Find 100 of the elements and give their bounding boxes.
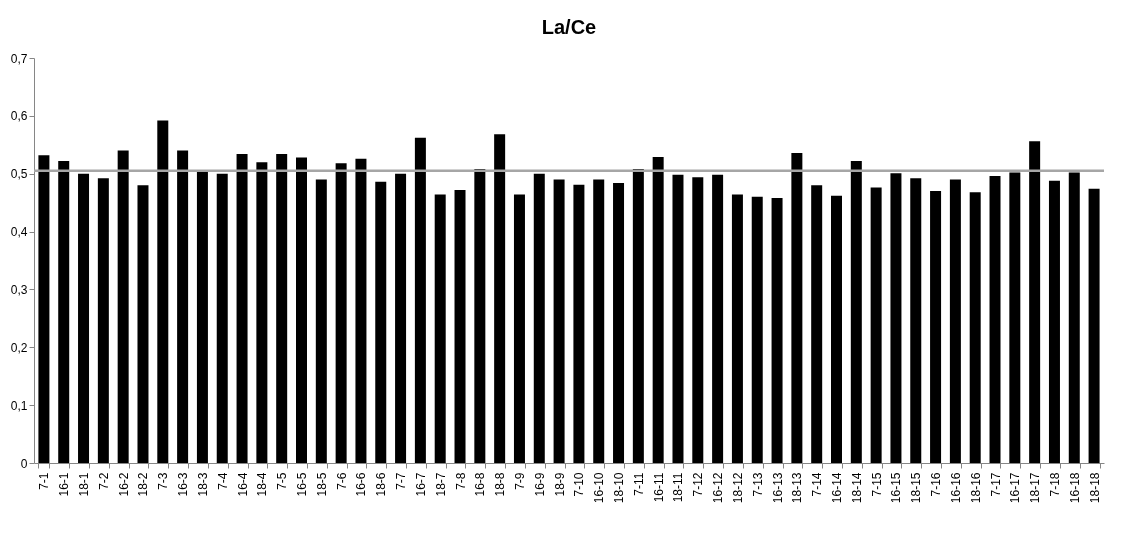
bar (890, 173, 902, 463)
x-tick-label: 18-13 (790, 472, 805, 504)
bar (513, 194, 525, 463)
bar (157, 120, 169, 463)
bar (454, 189, 466, 463)
bar (414, 137, 426, 463)
y-tick-label: 0,3 (10, 282, 28, 297)
bar (910, 178, 922, 463)
bar (395, 173, 407, 463)
x-tick-label: 18-16 (968, 472, 983, 504)
bar (613, 182, 625, 463)
bar (1029, 141, 1041, 463)
x-tick-label: 18-7 (433, 472, 448, 497)
x-tick-label: 7-13 (750, 472, 765, 497)
x-tick-label: 16-11 (651, 472, 666, 503)
bar (196, 170, 208, 463)
x-tick-label: 16-6 (354, 472, 369, 497)
x-tick-label: 16-2 (116, 472, 131, 497)
x-tick-label: 16-3 (176, 472, 191, 497)
x-tick-label: 18-12 (730, 472, 745, 504)
bar (751, 196, 763, 463)
bar (494, 134, 506, 463)
y-tick-label: 0 (20, 456, 28, 471)
x-tick-label: 18-5 (314, 472, 329, 497)
x-tick-label: 18-8 (493, 472, 508, 497)
bar (38, 155, 50, 463)
bar (850, 160, 862, 463)
x-tick-label: 18-15 (909, 472, 924, 504)
x-tick-label: 16-8 (473, 472, 488, 497)
bar (97, 178, 109, 463)
bar (315, 179, 327, 463)
bar (632, 169, 644, 463)
bar (474, 169, 486, 463)
bar (949, 179, 961, 463)
x-tick-label: 16-10 (592, 472, 607, 504)
bar (553, 179, 565, 463)
x-tick-label: 18-14 (849, 472, 864, 504)
bar (969, 192, 981, 463)
x-tick-label: 16-1 (57, 472, 72, 497)
bar (58, 160, 70, 463)
bar (692, 177, 704, 463)
x-tick-label: 16-18 (1067, 472, 1082, 504)
x-tick-label: 16-14 (830, 472, 844, 504)
bar (593, 179, 605, 463)
x-tick-label: 7-11 (631, 472, 646, 496)
bar (1048, 180, 1060, 463)
y-tick-label: 0,6 (10, 109, 28, 124)
bar (811, 185, 823, 463)
x-tick-label: 7-15 (869, 472, 884, 497)
x-tick-label: 18-10 (612, 472, 627, 504)
y-tick-label: 0,4 (10, 225, 28, 240)
x-tick-label: 18-18 (1087, 472, 1102, 504)
bar (652, 156, 664, 463)
y-tick-label: 0,2 (10, 340, 28, 355)
bar (117, 150, 129, 463)
chart-title: La/Ce (541, 16, 597, 38)
x-tick-label: 16-16 (948, 472, 963, 504)
x-tick-label: 18-3 (195, 472, 210, 497)
x-tick-label: 7-6 (334, 472, 349, 490)
bar (573, 184, 585, 463)
bar (771, 198, 783, 463)
x-tick-label: 18-4 (255, 472, 270, 497)
bar (256, 162, 268, 463)
bar (731, 194, 743, 463)
x-tick-label: 7-8 (453, 472, 468, 490)
bar (533, 173, 545, 463)
bar (791, 152, 803, 463)
x-tick-label: 7-14 (810, 472, 825, 497)
bar (870, 187, 882, 463)
bar (1068, 172, 1080, 463)
x-tick-label: 7-5 (275, 472, 290, 490)
x-tick-label: 16-17 (1008, 472, 1023, 504)
x-tick-label: 16-9 (532, 472, 547, 497)
bar (1009, 172, 1021, 463)
bar (276, 154, 288, 463)
bar (672, 174, 684, 463)
x-tick-label: 18-1 (77, 472, 92, 497)
x-tick-label: 16-7 (413, 472, 428, 497)
x-tick-label: 7-4 (215, 472, 230, 490)
y-tick-label: 0,7 (10, 51, 28, 66)
x-tick-label: 18-17 (1028, 472, 1043, 504)
bar (930, 191, 942, 463)
bar (355, 158, 367, 463)
bar (375, 181, 387, 463)
x-tick-label: 18-6 (374, 472, 389, 497)
bar (216, 173, 228, 463)
y-tick-label: 0,5 (10, 167, 28, 182)
x-tick-label: 7-2 (96, 472, 111, 490)
x-tick-label: 18-2 (136, 472, 151, 497)
x-tick-label: 7-1 (37, 472, 52, 490)
x-tick-label: 18-9 (552, 472, 567, 497)
x-tick-label: 16-4 (235, 472, 250, 497)
bar (434, 194, 446, 463)
x-tick-label: 16-15 (889, 472, 904, 504)
bar (989, 176, 1001, 463)
bar (712, 174, 724, 463)
x-tick-label: 7-18 (1047, 472, 1062, 497)
bar (78, 173, 90, 463)
x-tick-label: 7-16 (929, 472, 944, 497)
x-tick-label: 7-3 (156, 472, 171, 490)
